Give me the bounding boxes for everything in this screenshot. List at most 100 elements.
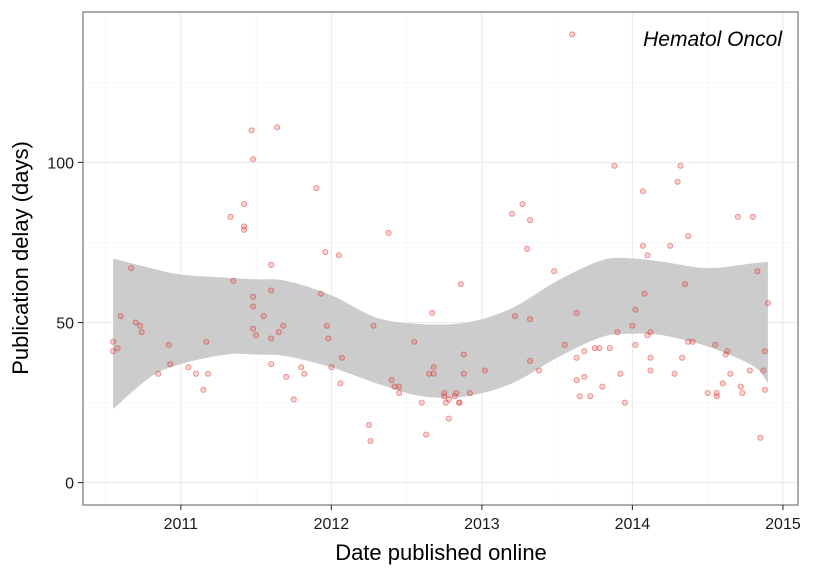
data-point xyxy=(764,300,771,307)
data-point xyxy=(137,322,144,329)
data-point xyxy=(551,268,558,275)
data-point xyxy=(418,399,425,406)
data-point xyxy=(268,261,275,268)
data-point xyxy=(527,357,534,364)
data-point xyxy=(685,233,692,240)
x-tick-label: 2014 xyxy=(615,516,651,533)
data-point xyxy=(298,364,305,371)
data-point xyxy=(317,290,324,297)
data-point xyxy=(429,309,436,316)
data-point xyxy=(441,389,448,396)
x-axis-title: Date published online xyxy=(335,540,547,565)
data-point xyxy=(569,31,576,38)
data-point xyxy=(430,364,437,371)
data-point xyxy=(165,341,172,348)
data-point xyxy=(734,213,741,220)
data-point xyxy=(739,389,746,396)
data-point xyxy=(737,383,744,390)
data-point xyxy=(250,156,257,163)
data-point xyxy=(519,201,526,208)
data-point xyxy=(761,386,768,393)
data-point xyxy=(370,322,377,329)
data-point xyxy=(727,370,734,377)
data-point xyxy=(508,210,515,217)
confidence-band-layer xyxy=(113,257,768,409)
data-point xyxy=(117,313,124,320)
data-point xyxy=(456,399,463,406)
data-point xyxy=(110,348,117,355)
data-point xyxy=(617,370,624,377)
data-point xyxy=(280,322,287,329)
data-point xyxy=(587,393,594,400)
data-point xyxy=(283,373,290,380)
data-point xyxy=(629,322,636,329)
data-point xyxy=(671,370,678,377)
data-point xyxy=(445,396,452,403)
data-point xyxy=(323,322,330,329)
data-point xyxy=(441,393,448,400)
data-point xyxy=(746,367,753,374)
data-point xyxy=(155,370,162,377)
data-point xyxy=(192,370,199,377)
data-point xyxy=(138,329,145,336)
data-point xyxy=(250,303,257,310)
data-point xyxy=(411,338,418,345)
data-point xyxy=(337,380,344,387)
data-point xyxy=(260,313,267,320)
data-point xyxy=(114,345,121,352)
data-point xyxy=(689,338,696,345)
data-point xyxy=(241,223,248,230)
data-point xyxy=(606,345,613,352)
data-point xyxy=(632,306,639,313)
data-point xyxy=(581,373,588,380)
data-point xyxy=(453,389,460,396)
data-point xyxy=(704,389,711,396)
data-point xyxy=(641,290,648,297)
data-point xyxy=(722,351,729,358)
data-point xyxy=(335,252,342,259)
data-point xyxy=(268,335,275,342)
data-point xyxy=(203,338,210,345)
data-point xyxy=(667,242,674,249)
journal-annotation: Hematol Oncol xyxy=(643,28,783,51)
data-point xyxy=(712,341,719,348)
data-point xyxy=(396,389,403,396)
data-point xyxy=(685,338,692,345)
y-tick-label: 50 xyxy=(56,316,74,333)
data-point xyxy=(466,389,473,396)
data-point xyxy=(573,354,580,361)
data-point xyxy=(365,421,372,428)
x-tick-label: 2011 xyxy=(164,516,199,533)
data-point xyxy=(481,367,488,374)
data-point xyxy=(275,329,282,336)
data-point xyxy=(677,162,684,169)
x-tick-label: 2015 xyxy=(765,516,801,533)
data-point xyxy=(512,313,519,320)
data-point xyxy=(132,319,139,326)
data-point xyxy=(621,399,628,406)
data-point xyxy=(426,370,433,377)
data-point xyxy=(611,162,618,169)
data-point xyxy=(128,265,135,272)
data-point xyxy=(581,348,588,355)
x-tick-label: 2013 xyxy=(464,516,500,533)
data-point xyxy=(644,252,651,259)
data-point xyxy=(396,383,403,390)
data-point xyxy=(724,348,731,355)
data-point xyxy=(248,127,255,134)
panel-border xyxy=(82,11,799,506)
data-point xyxy=(647,367,654,374)
data-point xyxy=(167,361,174,368)
data-point xyxy=(460,370,467,377)
data-point xyxy=(200,386,207,393)
data-point xyxy=(423,431,430,438)
data-point xyxy=(391,383,398,390)
data-point xyxy=(527,217,534,224)
data-point xyxy=(290,396,297,403)
data-point xyxy=(527,316,534,323)
data-point xyxy=(457,281,464,288)
data-point xyxy=(614,329,621,336)
data-point xyxy=(682,281,689,288)
data-point xyxy=(430,370,437,377)
data-point xyxy=(301,370,308,377)
